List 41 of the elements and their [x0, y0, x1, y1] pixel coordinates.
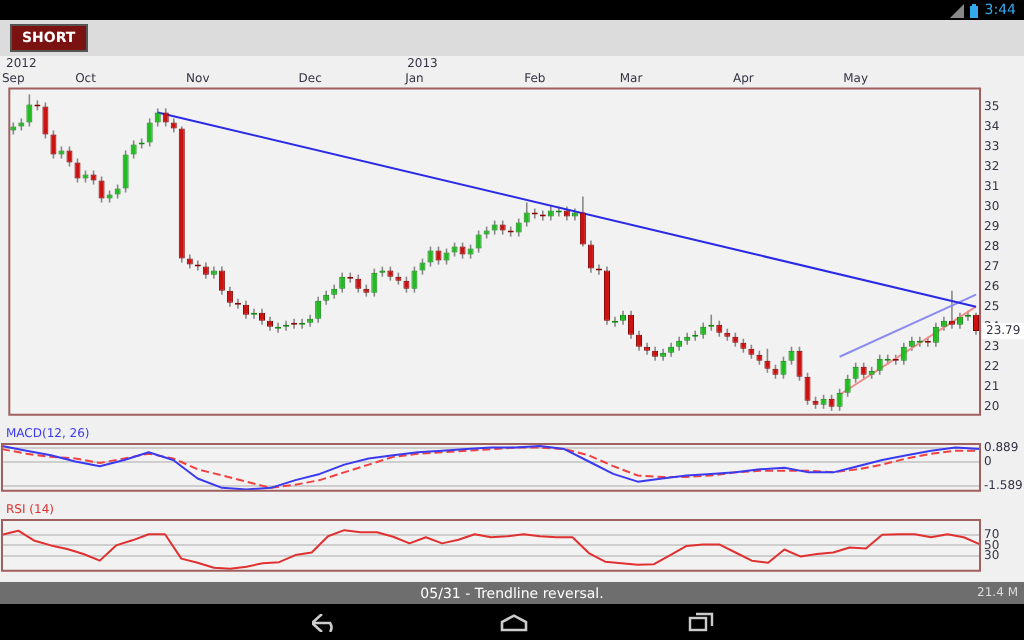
candlestick	[226, 285, 233, 308]
candlestick	[788, 345, 795, 366]
candlestick	[780, 355, 787, 380]
candlestick	[852, 361, 859, 384]
candlestick	[67, 145, 72, 168]
candlestick	[123, 149, 128, 194]
candlestick	[154, 107, 161, 128]
candlestick	[130, 139, 137, 160]
candlestick	[242, 299, 249, 320]
candlestick	[147, 117, 152, 148]
candlestick	[75, 157, 80, 184]
candlestick	[836, 387, 843, 412]
candlestick	[587, 239, 594, 274]
candlestick	[628, 309, 635, 340]
candlestick	[636, 329, 643, 352]
candlestick	[844, 373, 851, 398]
candlestick	[355, 273, 362, 294]
candlestick	[515, 217, 522, 238]
candlestick	[932, 321, 939, 348]
candlestick	[523, 201, 530, 228]
candlestick	[579, 195, 586, 248]
candlestick	[339, 271, 346, 294]
candlestick	[900, 341, 907, 366]
candlestick	[99, 175, 104, 204]
candlestick	[805, 371, 810, 406]
candlestick	[876, 353, 883, 376]
candlestick	[371, 267, 378, 298]
candlestick	[43, 101, 48, 140]
candlestick	[476, 229, 481, 254]
candlestick	[51, 129, 56, 160]
candlestick	[435, 245, 442, 266]
candlestick	[162, 107, 169, 128]
candlestick	[764, 347, 771, 374]
candlestick	[948, 289, 955, 330]
candlestick	[412, 265, 417, 294]
candlestick	[315, 295, 322, 324]
candlestick	[972, 311, 979, 336]
candlestick	[797, 345, 802, 382]
candlestick	[218, 265, 225, 296]
candlestick	[428, 245, 433, 268]
candlestick	[27, 93, 32, 128]
